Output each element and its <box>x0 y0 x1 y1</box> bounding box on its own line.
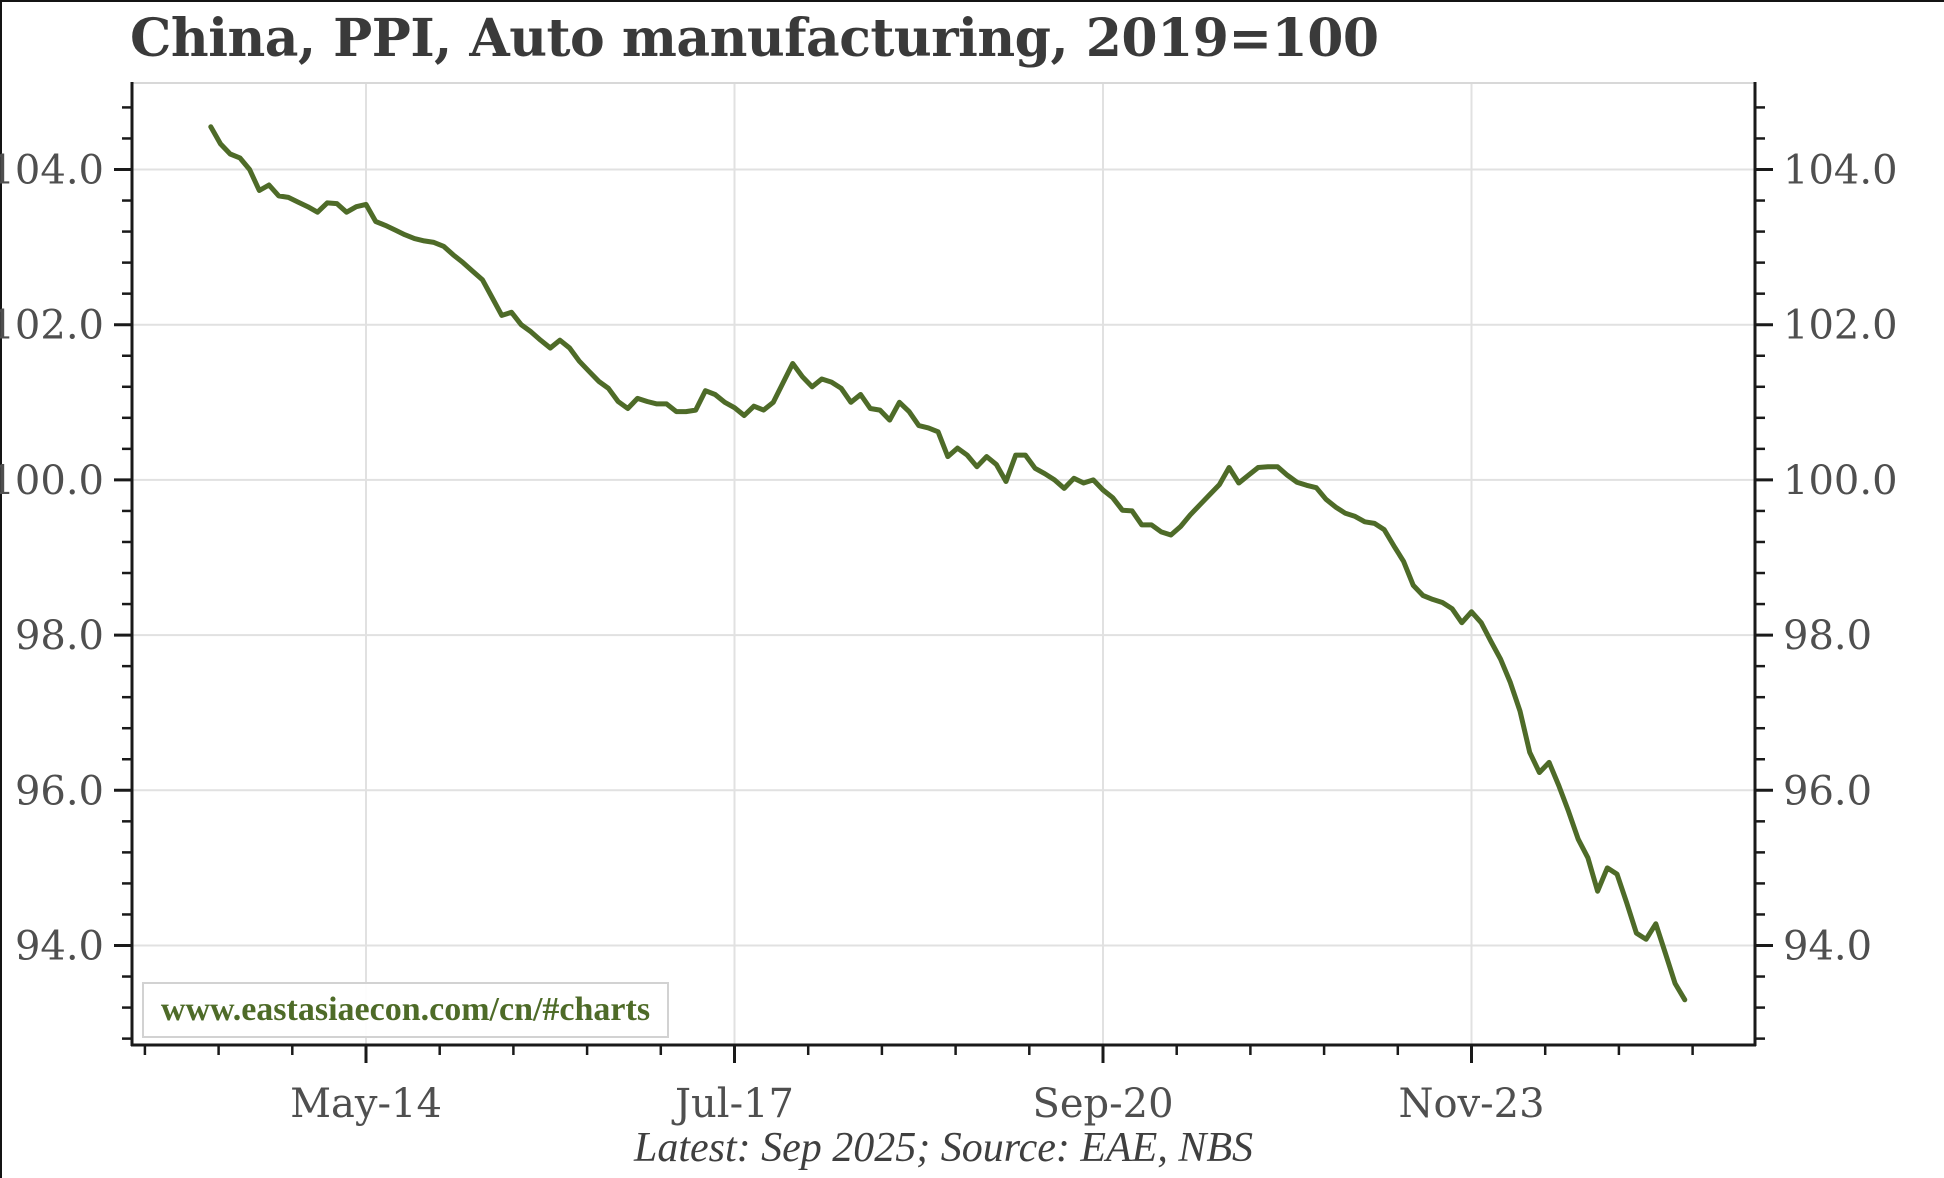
spines <box>130 82 1757 1047</box>
x-tick-label: Nov-23 <box>1398 1081 1544 1127</box>
y-axis: 104.0 104.0 102.0 102.0 100.0 100.0 98.0 98.0 96… <box>0 106 1898 1040</box>
x-tick-label: Jul-17 <box>671 1081 794 1127</box>
watermark-box: www.eastasiaecon.com/cn/#charts <box>142 982 669 1038</box>
y-tick-label-right: 94.0 <box>1783 924 1872 970</box>
y-tick-label-right: 104.0 <box>1783 148 1898 194</box>
chart-title: China, PPI, Auto manufacturing, 2019=100 <box>130 8 1379 69</box>
y-tick-label-left: 102.0 <box>0 303 104 349</box>
series <box>208 124 1688 1003</box>
x-tick-label: May-14 <box>290 1081 442 1127</box>
watermark-url: www.eastasiaecon.com/cn/#charts <box>160 991 651 1028</box>
y-tick-label-right: 100.0 <box>1783 458 1898 504</box>
y-tick-label-left: 104.0 <box>0 148 104 194</box>
y-tick-label-right: 98.0 <box>1783 613 1872 659</box>
screenshot-left-border <box>0 0 2 1178</box>
y-tick-label-left: 96.0 <box>15 768 104 814</box>
ppi-series-line <box>208 124 1688 1003</box>
y-tick-label-right: 102.0 <box>1783 303 1898 349</box>
y-tick-label-left: 94.0 <box>15 924 104 970</box>
y-tick-label-left: 100.0 <box>0 458 104 504</box>
screenshot-top-border <box>0 0 1944 2</box>
gridlines <box>132 83 1755 1045</box>
x-axis: May-14 Jul-17 Sep-20 Nov-23 <box>143 1045 1694 1127</box>
x-tick-label: Sep-20 <box>1032 1081 1173 1127</box>
y-tick-label-right: 96.0 <box>1783 768 1872 814</box>
y-tick-label-left: 98.0 <box>15 613 104 659</box>
source-caption: Latest: Sep 2025; Source: EAE, NBS <box>634 1125 1253 1171</box>
